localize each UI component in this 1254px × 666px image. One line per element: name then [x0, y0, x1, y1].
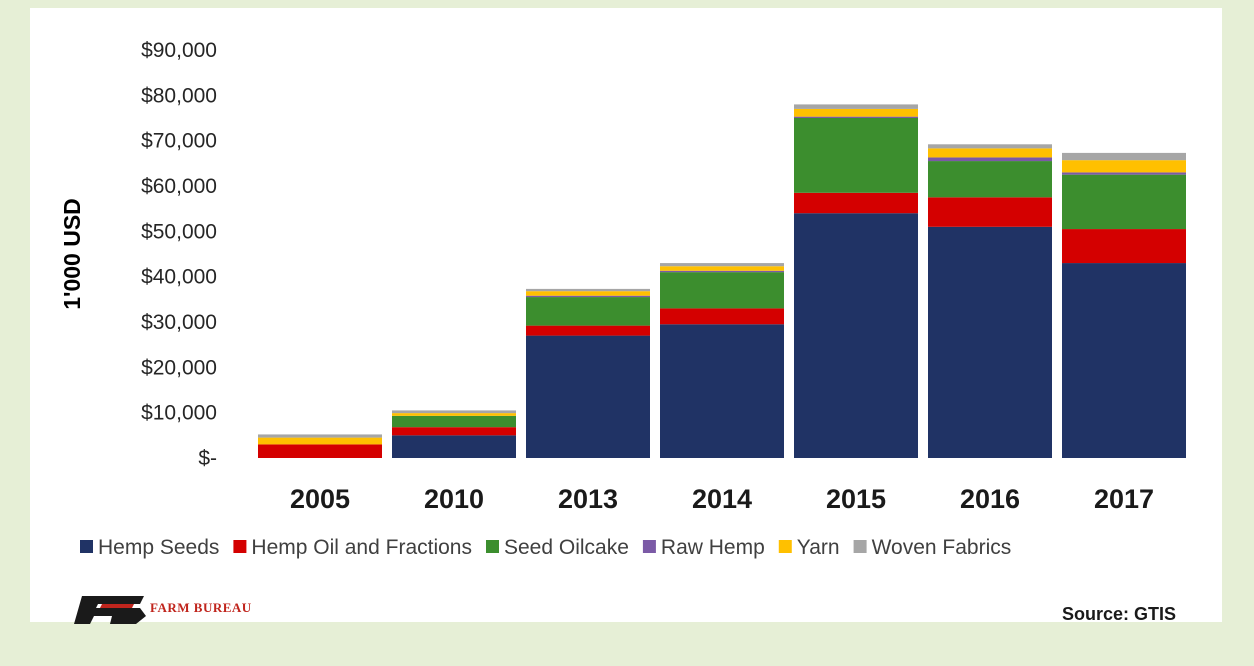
bar-2005-yarn [258, 438, 382, 445]
legend-swatch [80, 540, 93, 553]
y-axis-title: 1'000 USD [59, 198, 85, 310]
legend-label: Hemp Oil and Fractions [251, 536, 472, 559]
x-tick-label: 2013 [558, 484, 618, 514]
bar-2015-yarn [794, 109, 918, 117]
bar-2017-yarn [1062, 160, 1186, 172]
bar-2016-seed-oilcake [928, 161, 1052, 197]
bar-2015-woven-fabrics [794, 104, 918, 109]
y-tick-label: $60,000 [141, 175, 217, 198]
x-tick-label: 2014 [692, 484, 752, 514]
legend-label: Raw Hemp [661, 536, 765, 559]
bar-2014-raw-hemp [660, 271, 784, 272]
bar-2014-woven-fabrics [660, 263, 784, 266]
farm-bureau-wordmark: FARM BUREAU [150, 600, 252, 616]
x-tick-label: 2017 [1094, 484, 1154, 514]
bar-2016-hemp-seeds [928, 227, 1052, 458]
bar-2013-seed-oilcake [526, 297, 650, 326]
y-tick-label: $30,000 [141, 311, 217, 334]
legend-swatch [233, 540, 246, 553]
y-tick-label: $20,000 [141, 356, 217, 379]
bar-2016-woven-fabrics [928, 144, 1052, 148]
bar-2014-seed-oilcake [660, 272, 784, 308]
bar-2015-seed-oilcake [794, 118, 918, 193]
legend-label: Yarn [797, 536, 840, 559]
legend-swatch [854, 540, 867, 553]
bar-2010-seed-oilcake [392, 416, 516, 427]
stacked-bar-chart: 1'000 USD $- $10,000 $20,000 $30,000 $40,000 $… [30, 8, 1222, 622]
legend-swatch [486, 540, 499, 553]
x-tick-label: 2016 [960, 484, 1020, 514]
bar-2014-yarn [660, 266, 784, 271]
bar-2015-hemp-oil-and-fractions [794, 193, 918, 213]
legend-label: Hemp Seeds [98, 536, 219, 559]
bar-2016-yarn [928, 148, 1052, 157]
bar-2014-hemp-oil-and-fractions [660, 308, 784, 324]
bar-2013-hemp-oil-and-fractions [526, 326, 650, 336]
y-tick-label: $80,000 [141, 84, 217, 107]
farm-bureau-logo [74, 594, 146, 624]
legend-swatch [643, 540, 656, 553]
legend-label: Seed Oilcake [504, 536, 629, 559]
y-tick-label: $70,000 [141, 130, 217, 153]
bar-2013-raw-hemp [526, 296, 650, 297]
bar-2010-hemp-seeds [392, 435, 516, 458]
legend-swatch [779, 540, 792, 553]
bar-2013-woven-fabrics [526, 289, 650, 291]
bar-2005-hemp-oil-and-fractions [258, 444, 382, 458]
bar-2013-yarn [526, 291, 650, 296]
bar-2017-hemp-oil-and-fractions [1062, 229, 1186, 263]
bar-2015-raw-hemp [794, 117, 918, 118]
bar-2016-raw-hemp [928, 157, 1052, 161]
bar-2017-seed-oilcake [1062, 175, 1186, 229]
bar-2013-hemp-seeds [526, 336, 650, 458]
y-tick-label: $10,000 [141, 402, 217, 425]
source-note: Source: GTIS [1062, 604, 1176, 625]
bar-2014-hemp-seeds [660, 324, 784, 458]
bar-2017-woven-fabrics [1062, 153, 1186, 160]
y-tick-label: $- [198, 447, 217, 470]
y-tick-label: $50,000 [141, 220, 217, 243]
x-tick-label: 2005 [290, 484, 350, 514]
x-tick-label: 2015 [826, 484, 886, 514]
bar-2017-hemp-seeds [1062, 263, 1186, 458]
chart-panel: 1'000 USD $- $10,000 $20,000 $30,000 $40,000 $… [30, 8, 1222, 622]
y-tick-label: $90,000 [141, 39, 217, 62]
bar-2010-hemp-oil-and-fractions [392, 427, 516, 435]
bar-2005-woven-fabrics [258, 434, 382, 437]
legend-label: Woven Fabrics [872, 536, 1012, 559]
bar-2010-woven-fabrics [392, 410, 516, 413]
bar-2017-raw-hemp [1062, 172, 1186, 174]
bar-2010-yarn [392, 413, 516, 416]
x-tick-label: 2010 [424, 484, 484, 514]
bar-2015-hemp-seeds [794, 213, 918, 458]
bar-2016-hemp-oil-and-fractions [928, 197, 1052, 226]
y-tick-label: $40,000 [141, 266, 217, 289]
